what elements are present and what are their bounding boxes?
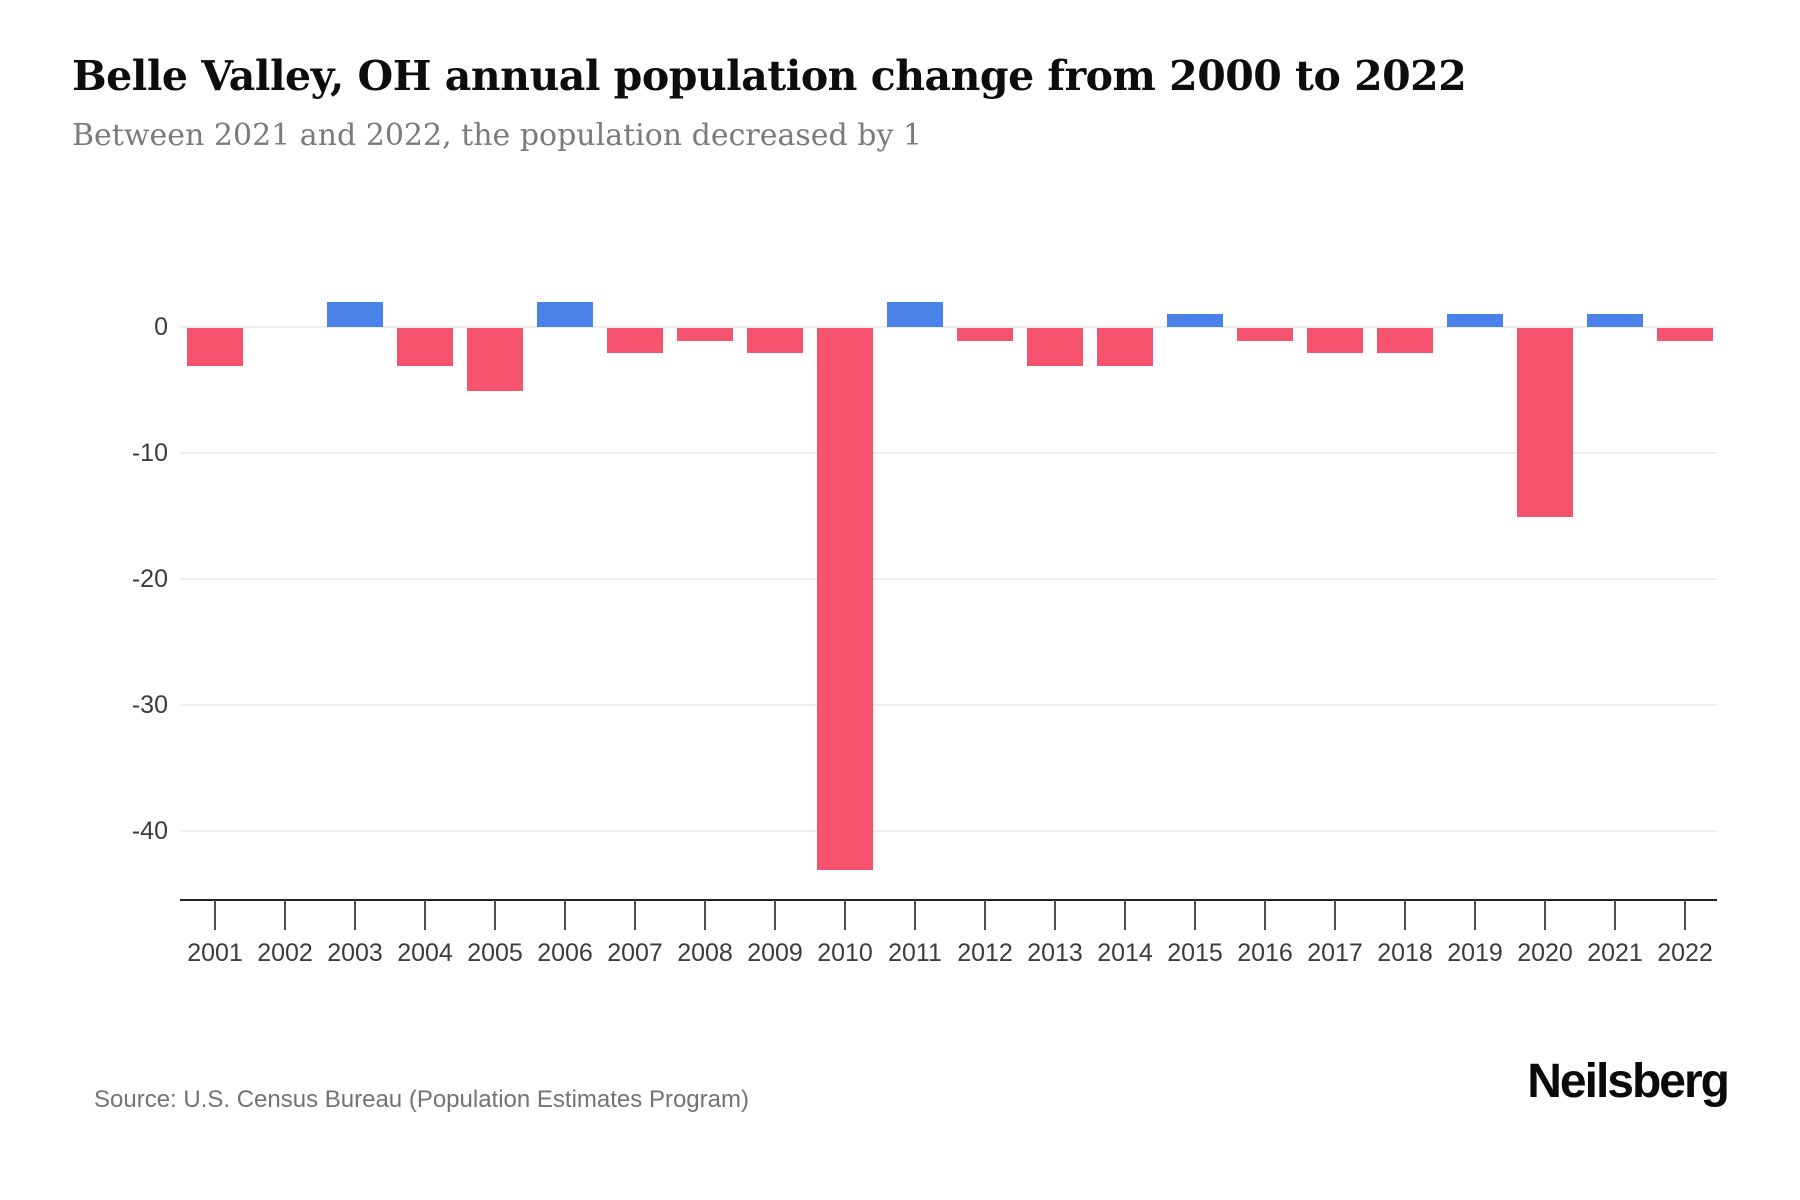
x-axis-tick xyxy=(844,900,846,930)
x-axis-tick-label: 2004 xyxy=(397,939,453,967)
x-axis-tick xyxy=(1054,900,1056,930)
bar-2005[interactable] xyxy=(467,328,523,391)
y-gridline xyxy=(180,578,1717,580)
x-axis-tick xyxy=(494,900,496,930)
bar-2018[interactable] xyxy=(1377,328,1433,354)
x-axis-tick-label: 2012 xyxy=(957,939,1013,967)
bar-2012[interactable] xyxy=(957,328,1013,341)
x-axis-tick-label: 2010 xyxy=(817,939,873,967)
x-axis-tick xyxy=(1684,900,1686,930)
x-axis-tick xyxy=(704,900,706,930)
y-axis-tick-label: -30 xyxy=(131,691,168,719)
x-axis-tick-label: 2006 xyxy=(537,939,593,967)
x-axis-tick-label: 2002 xyxy=(257,939,313,967)
bar-2008[interactable] xyxy=(677,328,733,341)
neilsberg-logo: Neilsberg xyxy=(1527,1055,1730,1108)
x-axis-tick xyxy=(1614,900,1616,930)
x-axis-tick xyxy=(914,900,916,930)
bar-2004[interactable] xyxy=(397,328,453,366)
x-axis-tick xyxy=(634,900,636,930)
x-axis-tick-label: 2016 xyxy=(1237,939,1293,967)
y-axis-tick-label: 0 xyxy=(154,313,168,341)
bar-2001[interactable] xyxy=(187,328,243,366)
bar-2022[interactable] xyxy=(1657,328,1713,341)
chart-subtitle: Between 2021 and 2022, the population de… xyxy=(72,118,923,153)
x-axis-tick xyxy=(774,900,776,930)
x-axis-tick-label: 2003 xyxy=(327,939,383,967)
x-axis-tick-label: 2011 xyxy=(888,939,942,967)
chart-title: Belle Valley, OH annual population chang… xyxy=(72,52,1467,100)
x-axis-tick-label: 2021 xyxy=(1587,939,1643,967)
y-gridline xyxy=(180,452,1717,454)
bar-2011[interactable] xyxy=(887,301,943,327)
x-axis-tick xyxy=(424,900,426,930)
x-axis-tick-label: 2019 xyxy=(1447,939,1503,967)
y-axis-tick-label: -10 xyxy=(131,439,168,467)
x-axis-tick xyxy=(984,900,986,930)
bar-2003[interactable] xyxy=(327,301,383,327)
bar-2015[interactable] xyxy=(1167,314,1223,327)
x-axis-tick xyxy=(214,900,216,930)
bar-2010[interactable] xyxy=(817,328,873,870)
x-axis-tick xyxy=(1474,900,1476,930)
x-axis-tick xyxy=(284,900,286,930)
x-axis-line xyxy=(180,899,1717,901)
y-axis-tick-label: -20 xyxy=(131,565,168,593)
source-attribution: Source: U.S. Census Bureau (Population E… xyxy=(94,1086,749,1113)
bar-2017[interactable] xyxy=(1307,328,1363,354)
x-axis-tick xyxy=(564,900,566,930)
x-axis-tick-label: 2014 xyxy=(1097,939,1153,967)
x-axis-tick-label: 2013 xyxy=(1027,939,1083,967)
x-axis-tick-label: 2005 xyxy=(467,939,523,967)
x-axis-tick xyxy=(1544,900,1546,930)
bar-2016[interactable] xyxy=(1237,328,1293,341)
x-axis-tick-label: 2020 xyxy=(1517,939,1573,967)
x-axis-tick-label: 2001 xyxy=(187,939,243,967)
bar-2006[interactable] xyxy=(537,301,593,327)
bar-2014[interactable] xyxy=(1097,328,1153,366)
x-axis-tick xyxy=(354,900,356,930)
bar-2013[interactable] xyxy=(1027,328,1083,366)
x-axis-tick xyxy=(1404,900,1406,930)
bar-2007[interactable] xyxy=(607,328,663,354)
y-gridline xyxy=(180,830,1717,832)
x-axis-tick-label: 2007 xyxy=(607,939,663,967)
bar-2009[interactable] xyxy=(747,328,803,354)
x-axis-tick xyxy=(1264,900,1266,930)
y-gridline xyxy=(180,326,1717,328)
x-axis-tick-label: 2015 xyxy=(1167,939,1223,967)
y-axis-tick-label: -40 xyxy=(131,817,168,845)
bar-2020[interactable] xyxy=(1517,328,1573,517)
x-axis-tick-label: 2017 xyxy=(1307,939,1363,967)
x-axis-tick-label: 2009 xyxy=(747,939,803,967)
x-axis-tick-label: 2018 xyxy=(1377,939,1433,967)
x-axis-tick-label: 2008 xyxy=(677,939,733,967)
x-axis-tick xyxy=(1194,900,1196,930)
x-axis-tick xyxy=(1124,900,1126,930)
bar-2019[interactable] xyxy=(1447,314,1503,327)
y-gridline xyxy=(180,704,1717,706)
x-axis-tick-label: 2022 xyxy=(1657,939,1713,967)
x-axis-tick xyxy=(1334,900,1336,930)
bar-2021[interactable] xyxy=(1587,314,1643,327)
